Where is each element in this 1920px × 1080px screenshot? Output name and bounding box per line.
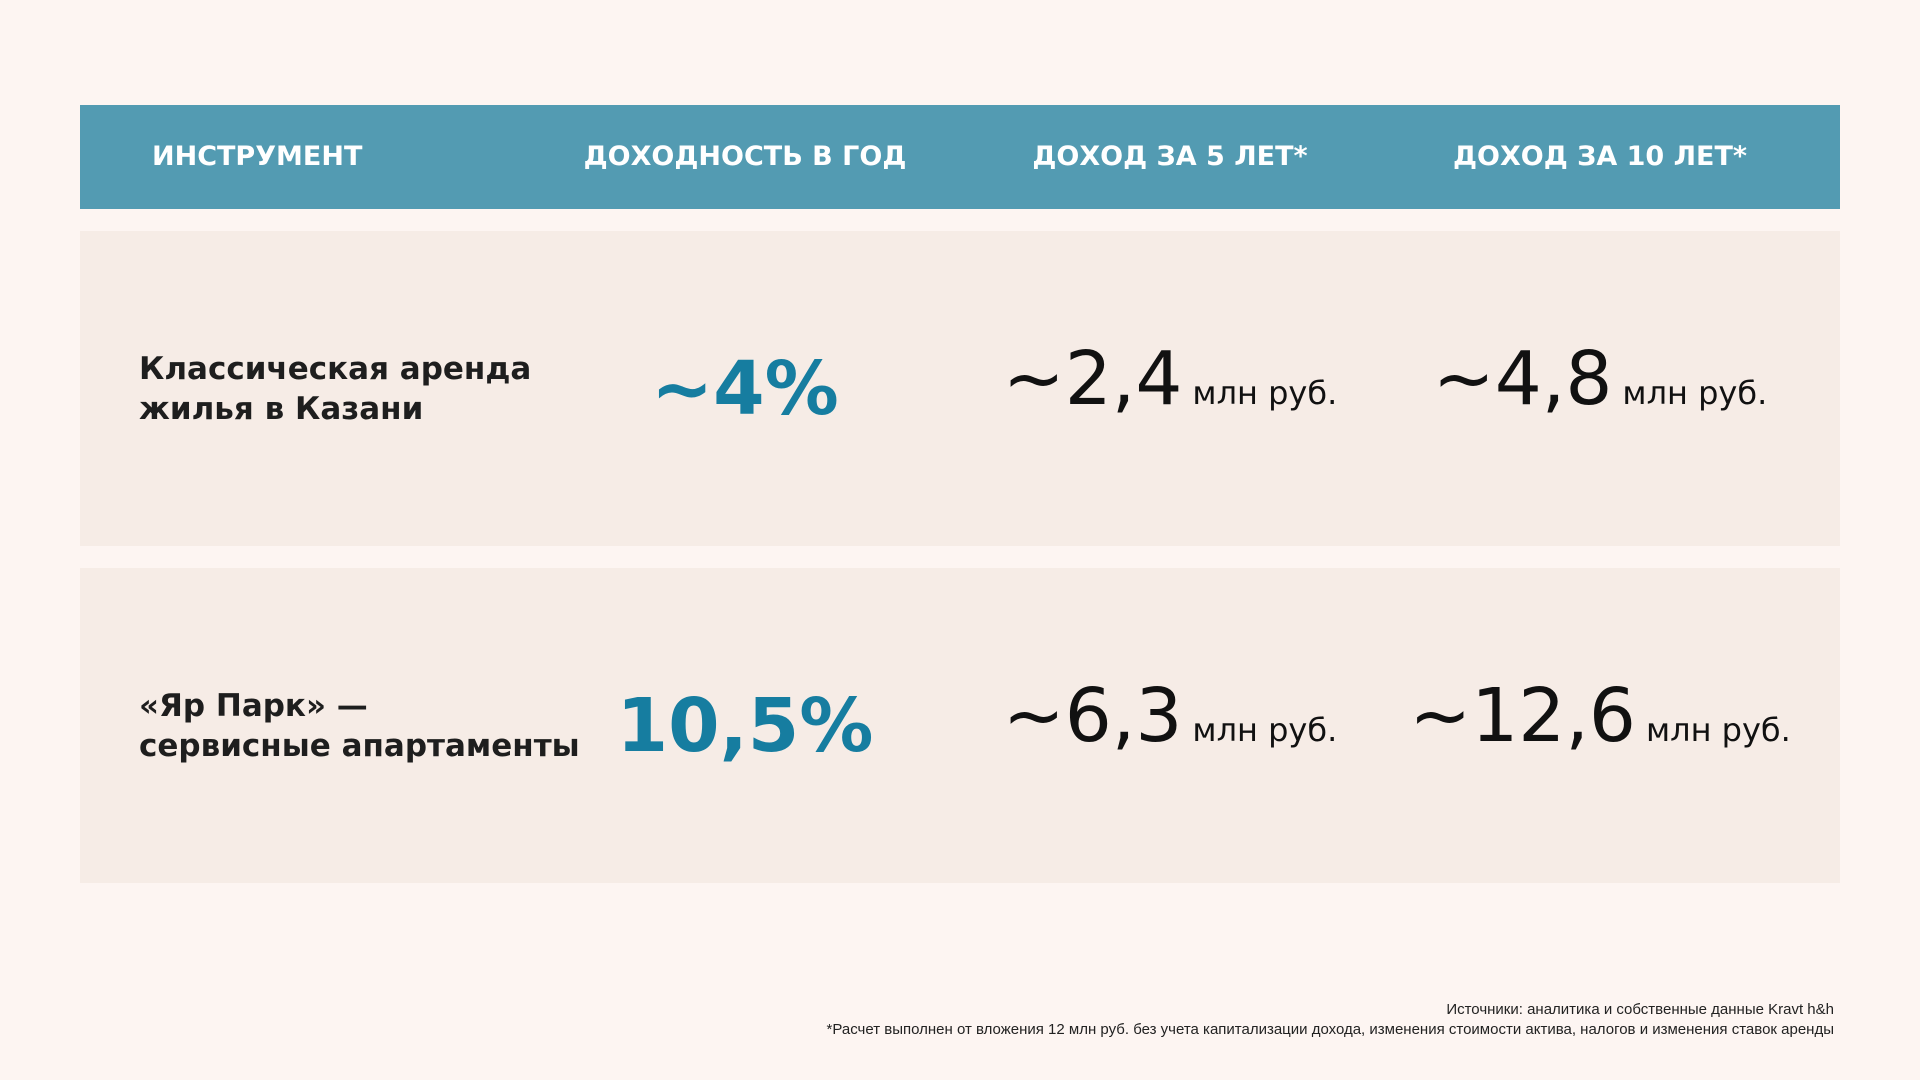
- yield-value: 10,5%: [616, 682, 874, 769]
- instrument-name-line: сервисные апартаменты: [139, 727, 580, 764]
- income-10-years-value: ~12,6: [1409, 672, 1636, 759]
- income-10-years-value: ~4,8: [1432, 335, 1613, 422]
- table-header: ИНСТРУМЕНТ ДОХОДНОСТЬ В ГОД ДОХОД ЗА 5 Л…: [80, 105, 1840, 209]
- income-5-years-value: ~2,4: [1002, 335, 1183, 422]
- income-unit: млн руб.: [1192, 373, 1338, 412]
- header-income-10-years: ДОХОД ЗА 10 ЛЕТ*: [1452, 141, 1748, 172]
- table-row: Классическая аренда жилья в Казани ~4% ~…: [80, 231, 1840, 546]
- income-unit: млн руб.: [1622, 373, 1768, 412]
- instrument-name: Классическая аренда жилья в Казани: [139, 349, 659, 429]
- income-5-years: ~2,4 млн руб.: [895, 334, 1445, 444]
- instrument-name-line: «Яр Парк» —: [139, 687, 368, 724]
- instrument-name-line: Классическая аренда: [139, 350, 532, 387]
- calculation-note: *Расчет выполнен от вложения 12 млн руб.…: [826, 1021, 1834, 1038]
- instrument-name: «Яр Парк» — сервисные апартаменты: [139, 686, 659, 766]
- income-10-years: ~12,6 млн руб.: [1325, 671, 1875, 781]
- income-10-years: ~4,8 млн руб.: [1325, 334, 1875, 444]
- instrument-name-line: жилья в Казани: [139, 390, 424, 427]
- yield-value: ~4%: [651, 345, 839, 432]
- header-instrument: ИНСТРУМЕНТ: [152, 141, 363, 172]
- sources-note: Источники: аналитика и собственные данны…: [1446, 1001, 1834, 1018]
- income-5-years-value: ~6,3: [1002, 672, 1183, 759]
- income-5-years: ~6,3 млн руб.: [895, 671, 1445, 781]
- table-row: «Яр Парк» — сервисные апартаменты 10,5% …: [80, 568, 1840, 883]
- income-unit: млн руб.: [1192, 710, 1338, 749]
- income-unit: млн руб.: [1645, 710, 1791, 749]
- footnote: Источники: аналитика и собственные данны…: [827, 1000, 1834, 1040]
- header-yield-per-year: ДОХОДНОСТЬ В ГОД: [583, 141, 907, 172]
- header-income-5-years: ДОХОД ЗА 5 ЛЕТ*: [1032, 141, 1308, 172]
